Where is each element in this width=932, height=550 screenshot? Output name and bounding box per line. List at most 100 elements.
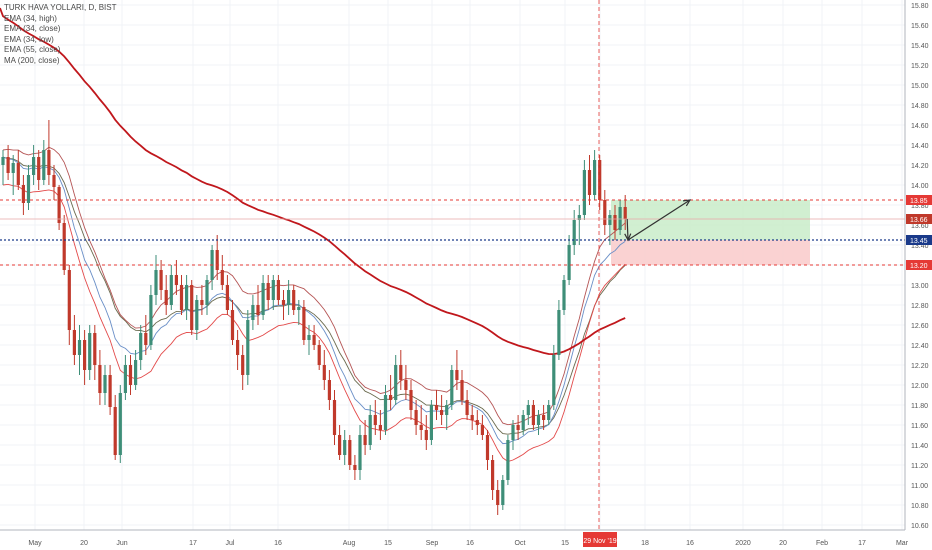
candle-body bbox=[236, 340, 240, 355]
candle bbox=[103, 365, 107, 405]
candle bbox=[11, 155, 15, 195]
legend-ema-34-close[interactable]: EMA (34, close) bbox=[4, 24, 61, 33]
candle bbox=[450, 365, 454, 410]
candle bbox=[383, 385, 388, 435]
candle-body bbox=[220, 270, 224, 285]
candle-body bbox=[613, 215, 617, 230]
candle-body bbox=[521, 415, 525, 430]
candle bbox=[169, 265, 173, 310]
candle-body bbox=[317, 345, 321, 365]
candle-body bbox=[139, 333, 143, 360]
candle-body bbox=[297, 307, 301, 310]
candle bbox=[613, 205, 617, 240]
stop-price-label-bg bbox=[906, 260, 932, 270]
x-tick-label: 18 bbox=[641, 540, 649, 547]
candle-body bbox=[179, 285, 184, 310]
candle-body bbox=[21, 185, 25, 203]
price-axis[interactable]: 15.80 15.60 15.40 15.20 15.00 14.80 14.60 14.40… bbox=[904, 0, 932, 530]
time-axis[interactable]: May20Jun17Jul16Aug15Sep16Oct15Nov1816202… bbox=[0, 529, 909, 547]
candle bbox=[230, 300, 235, 345]
y-tick-label: 11.20 bbox=[911, 463, 928, 470]
y-tick-label: 13.80 bbox=[911, 203, 929, 210]
candle-body bbox=[501, 480, 505, 505]
candle bbox=[6, 145, 10, 180]
y-tick-label: 12.60 bbox=[911, 323, 929, 330]
candle-body bbox=[409, 390, 413, 410]
candle-body bbox=[292, 290, 296, 310]
candle-body bbox=[526, 405, 530, 415]
ema-34-close-line bbox=[2, 156, 626, 445]
legend-ema-55-close[interactable]: EMA (55, close) bbox=[4, 45, 61, 54]
candle-body bbox=[256, 305, 260, 315]
legend-ema-34-low[interactable]: EMA (34, low) bbox=[4, 34, 54, 44]
candle bbox=[241, 345, 245, 390]
y-tick-label: 13.60 bbox=[911, 223, 929, 230]
candle bbox=[348, 435, 352, 470]
y-tick-label: 11.00 bbox=[911, 483, 928, 490]
legend-ema-34-high[interactable]: EMA (34, high) bbox=[4, 13, 57, 23]
candle-body bbox=[271, 280, 275, 300]
candle-body bbox=[557, 310, 561, 355]
candle bbox=[373, 400, 377, 435]
forecast-arrow-up-head bbox=[682, 199, 692, 207]
current-date-tag-bg bbox=[583, 532, 617, 547]
candle-body bbox=[572, 220, 576, 245]
candle-body bbox=[429, 405, 433, 440]
candle bbox=[225, 275, 229, 315]
candle bbox=[210, 245, 214, 290]
candle bbox=[399, 350, 403, 390]
target-price-label: 13.85 bbox=[910, 198, 928, 205]
loss-zone bbox=[611, 240, 810, 265]
candle-body bbox=[511, 425, 515, 440]
entry-price-label-bg bbox=[906, 235, 932, 245]
candle-body bbox=[154, 270, 158, 295]
candle bbox=[409, 380, 413, 420]
candle bbox=[185, 275, 189, 320]
y-tick-label: 11.60 bbox=[911, 423, 928, 430]
candle bbox=[256, 285, 260, 325]
candle-body bbox=[200, 300, 204, 305]
stop-price-label: 13.20 bbox=[910, 263, 928, 270]
candle-body bbox=[185, 285, 189, 310]
y-tick-label: 12.20 bbox=[911, 363, 929, 370]
candle-body bbox=[536, 415, 541, 425]
candle bbox=[154, 255, 158, 305]
candle-body bbox=[332, 400, 337, 435]
legend-title[interactable]: TURK HAVA YOLLARI, D, BIST bbox=[4, 3, 117, 12]
candle bbox=[42, 140, 46, 185]
x-tick-label: Feb bbox=[816, 540, 828, 547]
candle-body bbox=[190, 285, 194, 330]
candle bbox=[292, 285, 296, 315]
ema-34-high-line bbox=[2, 146, 626, 426]
candle-body bbox=[582, 170, 586, 215]
candle-body bbox=[404, 380, 408, 390]
candle bbox=[475, 410, 479, 435]
candle-body bbox=[57, 187, 61, 223]
candle-body bbox=[373, 415, 377, 425]
candle bbox=[57, 185, 61, 230]
candle-body bbox=[394, 365, 398, 400]
candle bbox=[338, 425, 342, 460]
candle-body bbox=[414, 410, 418, 425]
candle-body bbox=[302, 307, 306, 340]
candle-body bbox=[144, 333, 148, 345]
candle-body bbox=[215, 250, 219, 270]
candle-body bbox=[348, 440, 352, 465]
candle bbox=[460, 370, 464, 405]
candle bbox=[577, 205, 581, 245]
candle bbox=[266, 275, 270, 310]
x-tick-label: 16 bbox=[466, 540, 474, 547]
entry-price-label: 13.45 bbox=[910, 238, 928, 245]
legend-ma-200-close[interactable]: MA (200, close) bbox=[4, 55, 60, 65]
candle bbox=[542, 405, 546, 430]
candle bbox=[465, 390, 469, 420]
y-tick-label: 12.80 bbox=[911, 303, 929, 310]
candle bbox=[236, 330, 240, 370]
candle-body bbox=[128, 365, 133, 385]
candle-body bbox=[378, 425, 382, 430]
candle bbox=[220, 255, 224, 290]
candle-body bbox=[134, 360, 138, 385]
candle-body bbox=[42, 150, 46, 180]
y-tick-label: 14.60 bbox=[911, 123, 929, 130]
